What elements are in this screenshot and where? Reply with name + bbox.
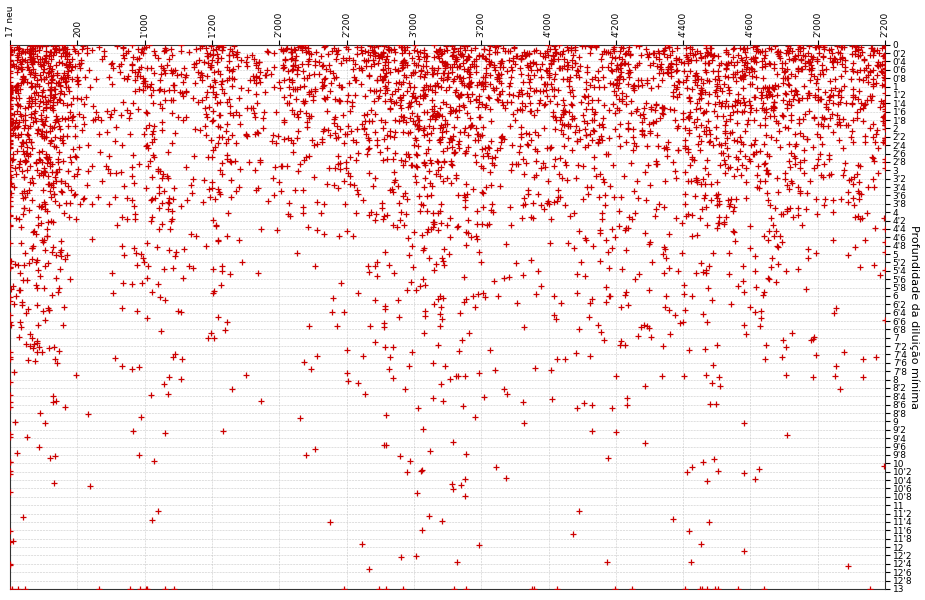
Y-axis label: Profundidade da diluição mínima: Profundidade da diluição mínima [909,225,919,409]
